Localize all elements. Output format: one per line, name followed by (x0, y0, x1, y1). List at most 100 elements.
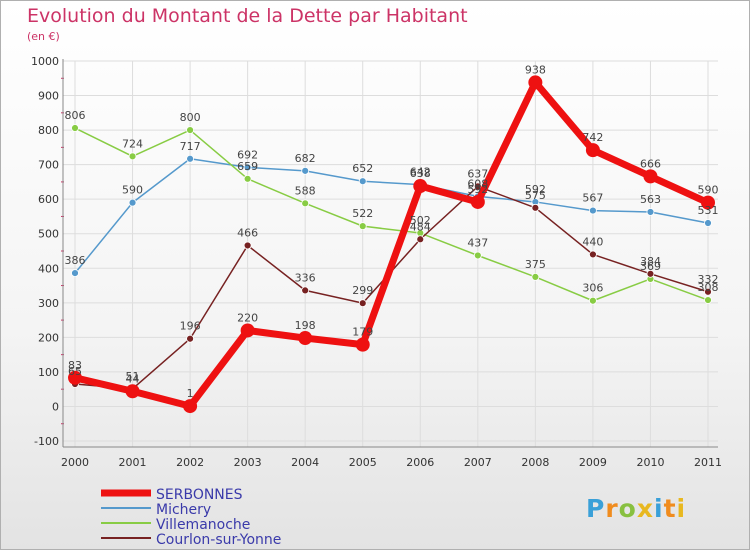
data-label: 437 (467, 236, 488, 249)
data-label: 590 (698, 184, 719, 197)
data-point (186, 334, 194, 343)
data-label: 308 (698, 281, 719, 294)
data-label: 179 (352, 326, 373, 339)
legend-label: SERBONNES (156, 487, 243, 503)
data-point (298, 331, 313, 346)
x-tick-label: 2003 (234, 456, 262, 469)
x-tick-label: 2009 (579, 456, 607, 469)
legend-label: Villemanoche (156, 517, 250, 533)
logo-letter: P (586, 494, 606, 523)
data-label: 608 (467, 177, 488, 190)
data-label: 592 (525, 183, 546, 196)
data-label: 502 (410, 214, 431, 227)
data-point (358, 299, 367, 308)
data-point (68, 370, 82, 385)
y-tick-label: 100 (38, 366, 59, 379)
logo-letter: i (654, 494, 664, 523)
data-label: 724 (122, 137, 143, 150)
data-label: 386 (65, 254, 86, 267)
chart-subtitle: (en €) (27, 30, 60, 43)
data-label: 682 (295, 152, 316, 165)
data-point (470, 194, 485, 209)
logo-letter: o (618, 494, 637, 523)
data-label: 65 (68, 365, 82, 378)
data-point (646, 208, 655, 216)
x-tick-label: 2006 (406, 456, 434, 469)
y-tick-label: 1000 (31, 55, 59, 68)
data-label: 642 (410, 166, 431, 179)
logo-letter: t (663, 494, 677, 523)
data-label: 51 (126, 370, 140, 383)
y-tick-label: 900 (38, 90, 59, 103)
data-point (71, 269, 79, 278)
x-tick-label: 2001 (119, 456, 147, 469)
data-label: 83 (68, 359, 82, 372)
data-label: 336 (295, 271, 316, 284)
data-label: 220 (237, 311, 258, 324)
x-tick-label: 2010 (636, 456, 664, 469)
data-point (704, 287, 712, 296)
data-point (704, 219, 712, 227)
data-label: 484 (410, 220, 431, 233)
logo-letter: r (605, 494, 619, 523)
x-tick-label: 2000 (61, 456, 89, 469)
data-label: 742 (582, 131, 603, 144)
data-point (240, 323, 255, 338)
data-label: 196 (180, 320, 201, 333)
data-label: 652 (352, 162, 373, 175)
data-point (413, 179, 428, 194)
data-label: 466 (237, 226, 258, 239)
data-label: 592 (467, 183, 488, 196)
legend-label: Michery (156, 502, 211, 518)
legend-label: Courlon-sur-Yonne (156, 532, 281, 548)
data-label: 575 (525, 189, 546, 202)
data-label: 717 (180, 140, 201, 153)
series-line-courlon-sur-yonne (74, 185, 709, 390)
y-tick-label: 600 (38, 193, 59, 206)
data-point (704, 296, 712, 304)
data-label: 588 (295, 184, 316, 197)
x-tick-label: 2007 (464, 456, 492, 469)
data-point (531, 203, 540, 212)
data-point (186, 126, 194, 134)
data-label: 806 (65, 109, 86, 122)
data-point (301, 199, 310, 208)
data-label: 384 (640, 255, 661, 268)
data-label: 299 (352, 284, 373, 297)
y-tick-label: -100 (34, 435, 59, 448)
data-point (585, 143, 600, 158)
data-label: 306 (582, 282, 603, 295)
data-point (301, 166, 310, 175)
data-label: 198 (295, 319, 316, 332)
proxiti-logo: Proxiti (586, 494, 686, 523)
data-label: 637 (467, 167, 488, 180)
data-point (71, 124, 79, 132)
x-tick-label: 2002 (176, 456, 204, 469)
data-point (128, 198, 137, 207)
data-point (128, 152, 137, 161)
data-point (183, 399, 198, 414)
chart-title: Evolution du Montant de la Dette par Hab… (27, 5, 468, 27)
data-label: 1 (187, 387, 194, 400)
y-tick-label: 700 (38, 159, 59, 172)
data-label: 369 (640, 260, 661, 273)
data-point (358, 177, 367, 186)
x-tick-label: 2005 (349, 456, 377, 469)
data-label: 44 (126, 372, 140, 385)
data-point (243, 163, 252, 172)
data-point (531, 273, 540, 281)
data-point (358, 222, 367, 231)
data-label: 531 (698, 204, 719, 217)
data-point (473, 182, 482, 191)
series-line-michery (74, 158, 709, 274)
data-point (528, 75, 543, 90)
data-point (125, 384, 140, 399)
data-label: 938 (525, 63, 546, 76)
data-point (589, 250, 597, 259)
series-line-serbonnes (71, 78, 712, 410)
data-label: 375 (525, 258, 546, 271)
data-label: 522 (352, 207, 373, 220)
data-label: 800 (180, 111, 201, 124)
data-point (646, 269, 655, 278)
